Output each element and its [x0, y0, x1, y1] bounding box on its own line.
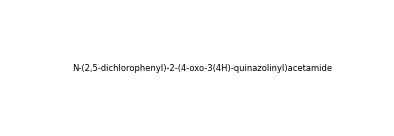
Text: N-(2,5-dichlorophenyl)-2-(4-oxo-3(4H)-quinazolinyl)acetamide: N-(2,5-dichlorophenyl)-2-(4-oxo-3(4H)-qu… [72, 64, 332, 73]
